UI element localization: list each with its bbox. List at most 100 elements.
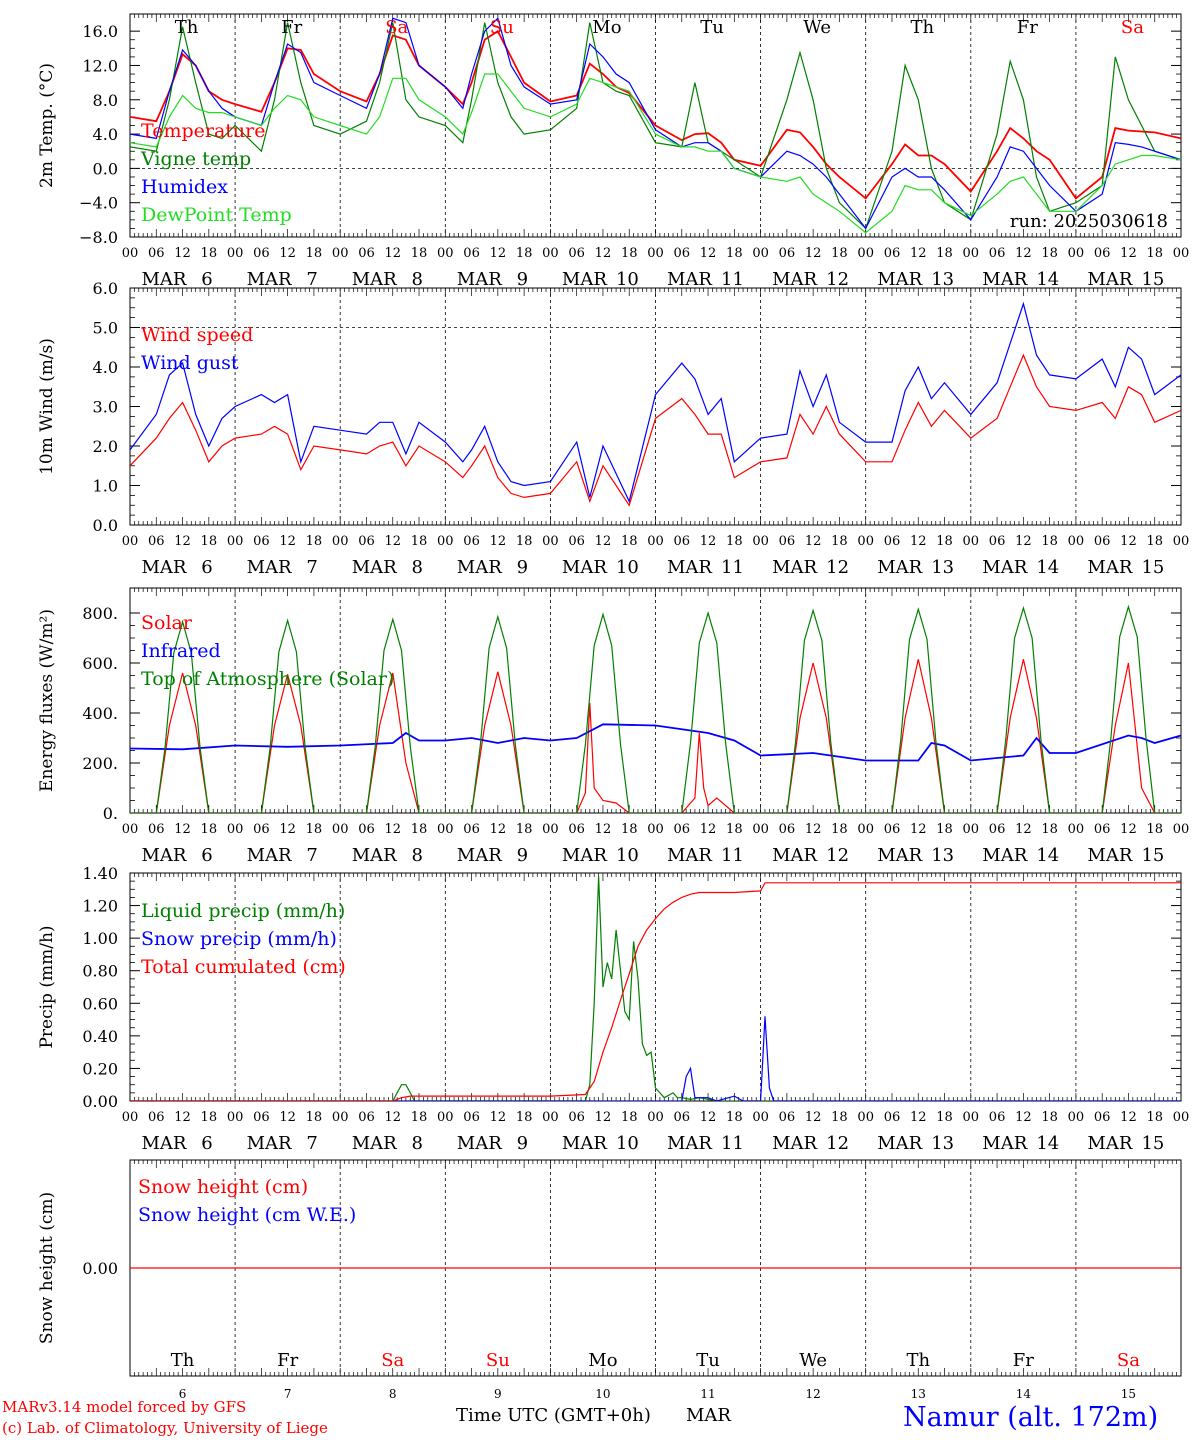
hour-label: 12 [805,534,822,549]
y-axis-label: Energy fluxes (W/m²) [37,609,57,792]
hour-label: 18 [1146,246,1163,261]
hour-label: 12 [1120,822,1137,837]
day-name: We [803,17,831,38]
y-tick-label: 5.0 [93,319,118,338]
hour-label: 06 [779,1110,796,1125]
hour-label: 12 [595,822,612,837]
day-number-label: 11 [721,845,744,866]
day-name: Sa [1117,1350,1140,1371]
y-tick-label: 600. [82,654,118,673]
hour-label: 00 [437,822,454,837]
hour-label: 06 [148,534,165,549]
y-tick-label: 2.0 [93,437,118,456]
day-number-label: 9 [494,1387,502,1401]
day-number-label: 14 [1036,845,1059,866]
day-number-label: 12 [806,1387,821,1401]
month-label: MAR [457,1133,502,1154]
hour-label: 12 [805,1110,822,1125]
hour-label: 00 [963,246,980,261]
hour-label: 06 [148,1110,165,1125]
hour-label: 06 [1094,246,1111,261]
day-number-label: 6 [201,1133,212,1154]
hour-label: 12 [384,822,401,837]
y-tick-label: 200. [82,754,118,773]
hour-label: 06 [463,534,480,549]
month-label: MAR [352,845,397,866]
day-number-label: 11 [700,1387,715,1401]
y-tick-label: 0.60 [82,994,118,1013]
hour-label: 00 [752,246,769,261]
hour-label: 06 [674,822,691,837]
series-wind-gust [130,301,1181,504]
hour-label: 18 [621,822,638,837]
hour-label: 18 [516,246,533,261]
y-tick-label: 0.00 [82,1092,118,1111]
day-number-label: 7 [306,269,317,290]
hour-label: 12 [700,822,717,837]
hour-label: 18 [726,246,743,261]
y-tick-label: 1.0 [93,477,118,496]
day-number-label: 10 [616,845,639,866]
hour-label: 06 [779,534,796,549]
hour-label: 18 [516,534,533,549]
legend-entry: Temperature [141,120,265,142]
hour-label: 06 [989,534,1006,549]
legend-entry: Solar [141,612,193,634]
hour-label: 06 [148,246,165,261]
hour-label: 12 [595,246,612,261]
y-tick-label: 0.0 [93,159,118,178]
y-tick-label: −4.0 [79,194,118,213]
hour-label: 18 [831,822,848,837]
hour-label: 18 [621,1110,638,1125]
month-label: MAR [562,557,607,578]
hour-label: 12 [174,822,191,837]
day-name: Fr [281,17,302,38]
hour-label: 12 [910,1110,927,1125]
day-name: Fr [1017,17,1038,38]
series-snow-precip-mm-h- [130,1016,1181,1101]
hour-label: 00 [227,822,244,837]
month-label: MAR [667,269,712,290]
month-label: MAR [142,1133,187,1154]
legend-entry: Wind gust [141,352,239,374]
hour-label: 00 [437,246,454,261]
day-number-label: 8 [389,1387,397,1401]
day-number-label: 9 [517,1133,528,1154]
hour-label: 00 [1068,534,1085,549]
day-name: Fr [1013,1350,1034,1371]
hour-label: 06 [884,822,901,837]
hour-label: 06 [148,822,165,837]
hour-label: 12 [490,822,507,837]
day-number-label: 9 [517,269,528,290]
hour-label: 12 [910,246,927,261]
hour-label: 00 [1068,822,1085,837]
hour-label: 00 [332,822,349,837]
hour-label: 06 [1094,822,1111,837]
day-name: Mo [592,17,621,38]
hour-label: 00 [122,1110,139,1125]
month-label: MAR [247,1133,292,1154]
month-label: MAR [457,557,502,578]
hour-label: 18 [726,1110,743,1125]
hour-label: 18 [1041,822,1058,837]
hour-label: 18 [621,246,638,261]
panel-wind [129,287,1182,526]
day-number-label: 6 [201,557,212,578]
legend-entry: Infrared [141,640,221,662]
hour-label: 00 [963,822,980,837]
legend-entry: Humidex [141,176,228,198]
hour-label: 00 [542,534,559,549]
month-label: MAR [667,845,712,866]
hour-label: 00 [332,534,349,549]
y-tick-label: 1.00 [82,929,118,948]
hour-label: 00 [437,1110,454,1125]
hour-label: 18 [936,246,953,261]
month-label: MAR [562,845,607,866]
hour-label: 18 [831,246,848,261]
panel-energy [129,587,1182,814]
y-tick-label: 4.0 [93,125,118,144]
y-axis-label: 10m Wind (m/s) [37,338,57,475]
y-tick-label: 1.20 [82,897,118,916]
y-tick-label: 4.0 [93,358,118,377]
hour-label: 18 [306,534,323,549]
